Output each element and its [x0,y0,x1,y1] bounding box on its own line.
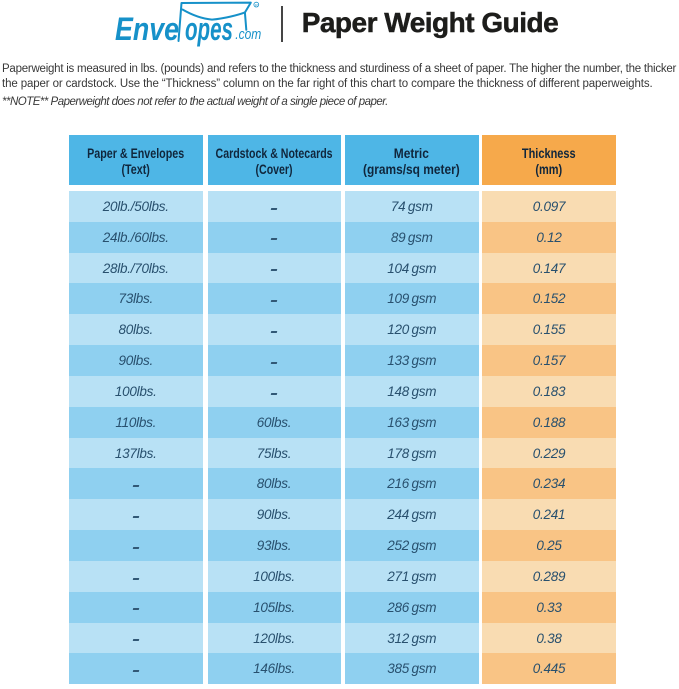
svg-text:opes: opes [185,11,233,47]
svg-text:Enve: Enve [115,11,179,47]
svg-text:R: R [255,3,258,7]
svg-text:.com: .com [235,27,261,43]
